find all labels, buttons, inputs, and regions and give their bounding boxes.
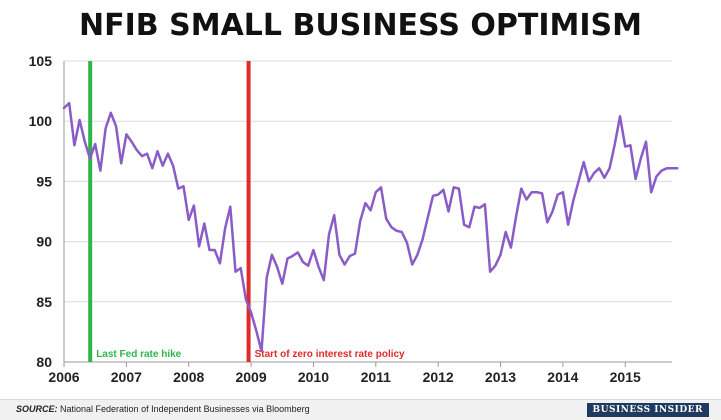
source-label: SOURCE: [16, 404, 58, 414]
y-tick-label: 90 [36, 234, 52, 250]
source-note: SOURCE: National Federation of Independe… [16, 404, 310, 414]
x-tick-label: 2013 [485, 369, 516, 385]
x-tick-label: 2007 [111, 369, 142, 385]
x-axis-ticks: 2006 2007 2008 2009 2010 2011 2012 2013 2014 2015 [48, 362, 641, 385]
y-tick-label: 95 [36, 173, 52, 189]
business-insider-logo: BUSINESS INSIDER [586, 403, 709, 417]
y-axis-ticks: 80 85 90 95 100 105 [29, 53, 53, 370]
chart-title: NFIB SMALL BUSINESS OPTIMISM [79, 8, 642, 43]
y-tick-label: 80 [36, 354, 52, 370]
x-tick-label: 2015 [610, 369, 641, 385]
last-fed-hike-label: Last Fed rate hike [96, 349, 181, 360]
source-text: National Federation of Independent Busin… [57, 404, 310, 414]
y-tick-label: 105 [29, 53, 53, 69]
footer: SOURCE: National Federation of Independe… [0, 399, 721, 420]
y-tick-label: 85 [36, 294, 52, 310]
grid-lines [63, 60, 672, 363]
zero-rate-policy-label: Start of zero interest rate policy [255, 349, 405, 360]
x-tick-label: 2012 [423, 369, 454, 385]
annotations: Last Fed rate hike Start of zero interest… [88, 61, 405, 362]
optimism-index-line [62, 101, 679, 353]
x-tick-label: 2008 [173, 369, 204, 385]
x-tick-label: 2009 [235, 369, 266, 385]
y-tick-label: 100 [29, 113, 53, 129]
series [62, 101, 679, 353]
x-tick-label: 2010 [298, 369, 329, 385]
x-tick-label: 2011 [361, 369, 392, 385]
x-tick-label: 2014 [547, 369, 578, 385]
x-tick-label: 2006 [48, 369, 79, 385]
